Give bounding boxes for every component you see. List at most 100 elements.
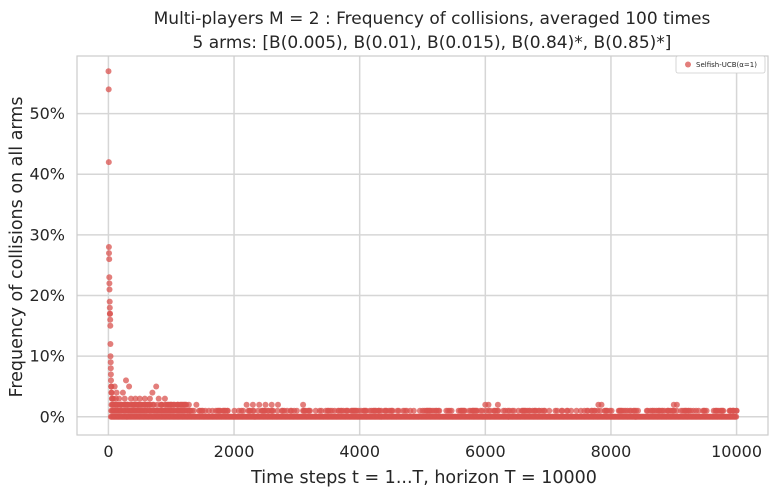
data-point [410,407,417,414]
x-tick-label: 8000 [591,442,632,461]
data-point [270,407,277,414]
y-tick-label: 20% [29,286,65,305]
data-point [597,407,604,414]
y-axis-label: Frequency of collisions on all arms [7,97,27,398]
data-point [105,86,112,93]
data-point [573,407,580,414]
x-axis-label: Time steps t = 1...T, horizon T = 10000 [250,468,597,488]
data-point [461,407,468,414]
data-point [146,395,153,402]
data-point [107,353,114,360]
data-point [598,401,605,408]
data-point [673,401,680,408]
data-point [250,407,257,414]
data-point [190,407,197,414]
data-point [275,401,281,408]
data-point [107,310,113,317]
data-point [436,407,443,414]
data-point [635,407,641,414]
y-axis-ticks: 0% 10% 20% 30% 40% 50% [29,104,65,426]
data-point [608,407,615,414]
data-point [155,395,162,402]
data-point [733,407,740,414]
y-tick-label: 10% [29,347,65,366]
data-point [695,407,702,414]
data-point [106,256,113,263]
data-point [123,377,129,384]
data-point [274,407,281,414]
data-point [279,407,286,414]
chart-title: Multi-players M = 2 : Frequency of colli… [154,9,711,29]
data-point [161,395,168,402]
data-point [541,407,548,414]
x-tick-label: 6000 [465,442,506,461]
x-axis-ticks: 0 2000 4000 6000 8000 10000 [103,442,762,461]
data-point [307,407,313,414]
data-point [243,401,250,408]
data-point [703,407,710,414]
legend: Selfish-UCB(α=1) [675,55,766,74]
x-tick-label: 2000 [214,442,255,461]
legend-label: Selfish-UCB(α=1) [696,61,757,69]
plot-frame [76,55,769,436]
data-point [106,298,113,305]
data-point [494,401,501,408]
data-point [554,407,561,414]
data-point [141,395,148,402]
data-point [121,395,128,402]
data-point [185,401,192,408]
plot-area [76,55,769,436]
data-point [105,244,112,250]
y-tick-label: 0% [40,407,65,426]
data-point [107,365,114,372]
data-point [559,407,566,414]
data-point [546,407,553,414]
data-point [568,407,575,414]
x-tick-label: 4000 [339,442,380,461]
data-point [107,316,114,323]
data-point [318,407,325,414]
data-point [126,383,133,390]
data-point [106,304,113,311]
data-point [224,407,231,414]
data-point [108,377,114,384]
data-point [119,389,126,396]
data-point [300,401,307,408]
data-point [106,274,113,281]
data-point [153,383,160,390]
data-point [389,407,396,414]
data-point [107,371,114,378]
data-point [256,401,263,408]
data-point [149,389,156,396]
data-point [106,280,113,287]
x-tick-label: 10000 [711,442,762,461]
legend-marker [685,61,691,68]
data-point [105,159,112,166]
data-point [107,322,114,329]
y-tick-label: 50% [29,104,65,123]
plot-background [77,56,768,435]
data-point [329,407,335,414]
data-point [240,407,247,414]
chart-subtitle: 5 arms: [B(0.005), B(0.01), B(0.015), B(… [193,33,672,53]
y-tick-label: 30% [29,225,65,244]
data-point [485,401,492,408]
data-point [108,401,115,408]
data-point [106,250,112,257]
data-point [108,389,115,396]
data-point [128,395,134,402]
data-point [673,407,680,414]
data-point [720,407,727,414]
data-point [268,401,275,408]
data-point [733,413,740,420]
data-point [193,401,200,408]
data-points [105,68,740,420]
data-point [495,407,502,414]
data-point [136,395,143,402]
data-point [113,389,120,396]
data-point [111,383,118,390]
data-point [107,359,114,366]
data-point [116,395,123,402]
data-point [231,407,238,414]
data-point [448,407,455,414]
